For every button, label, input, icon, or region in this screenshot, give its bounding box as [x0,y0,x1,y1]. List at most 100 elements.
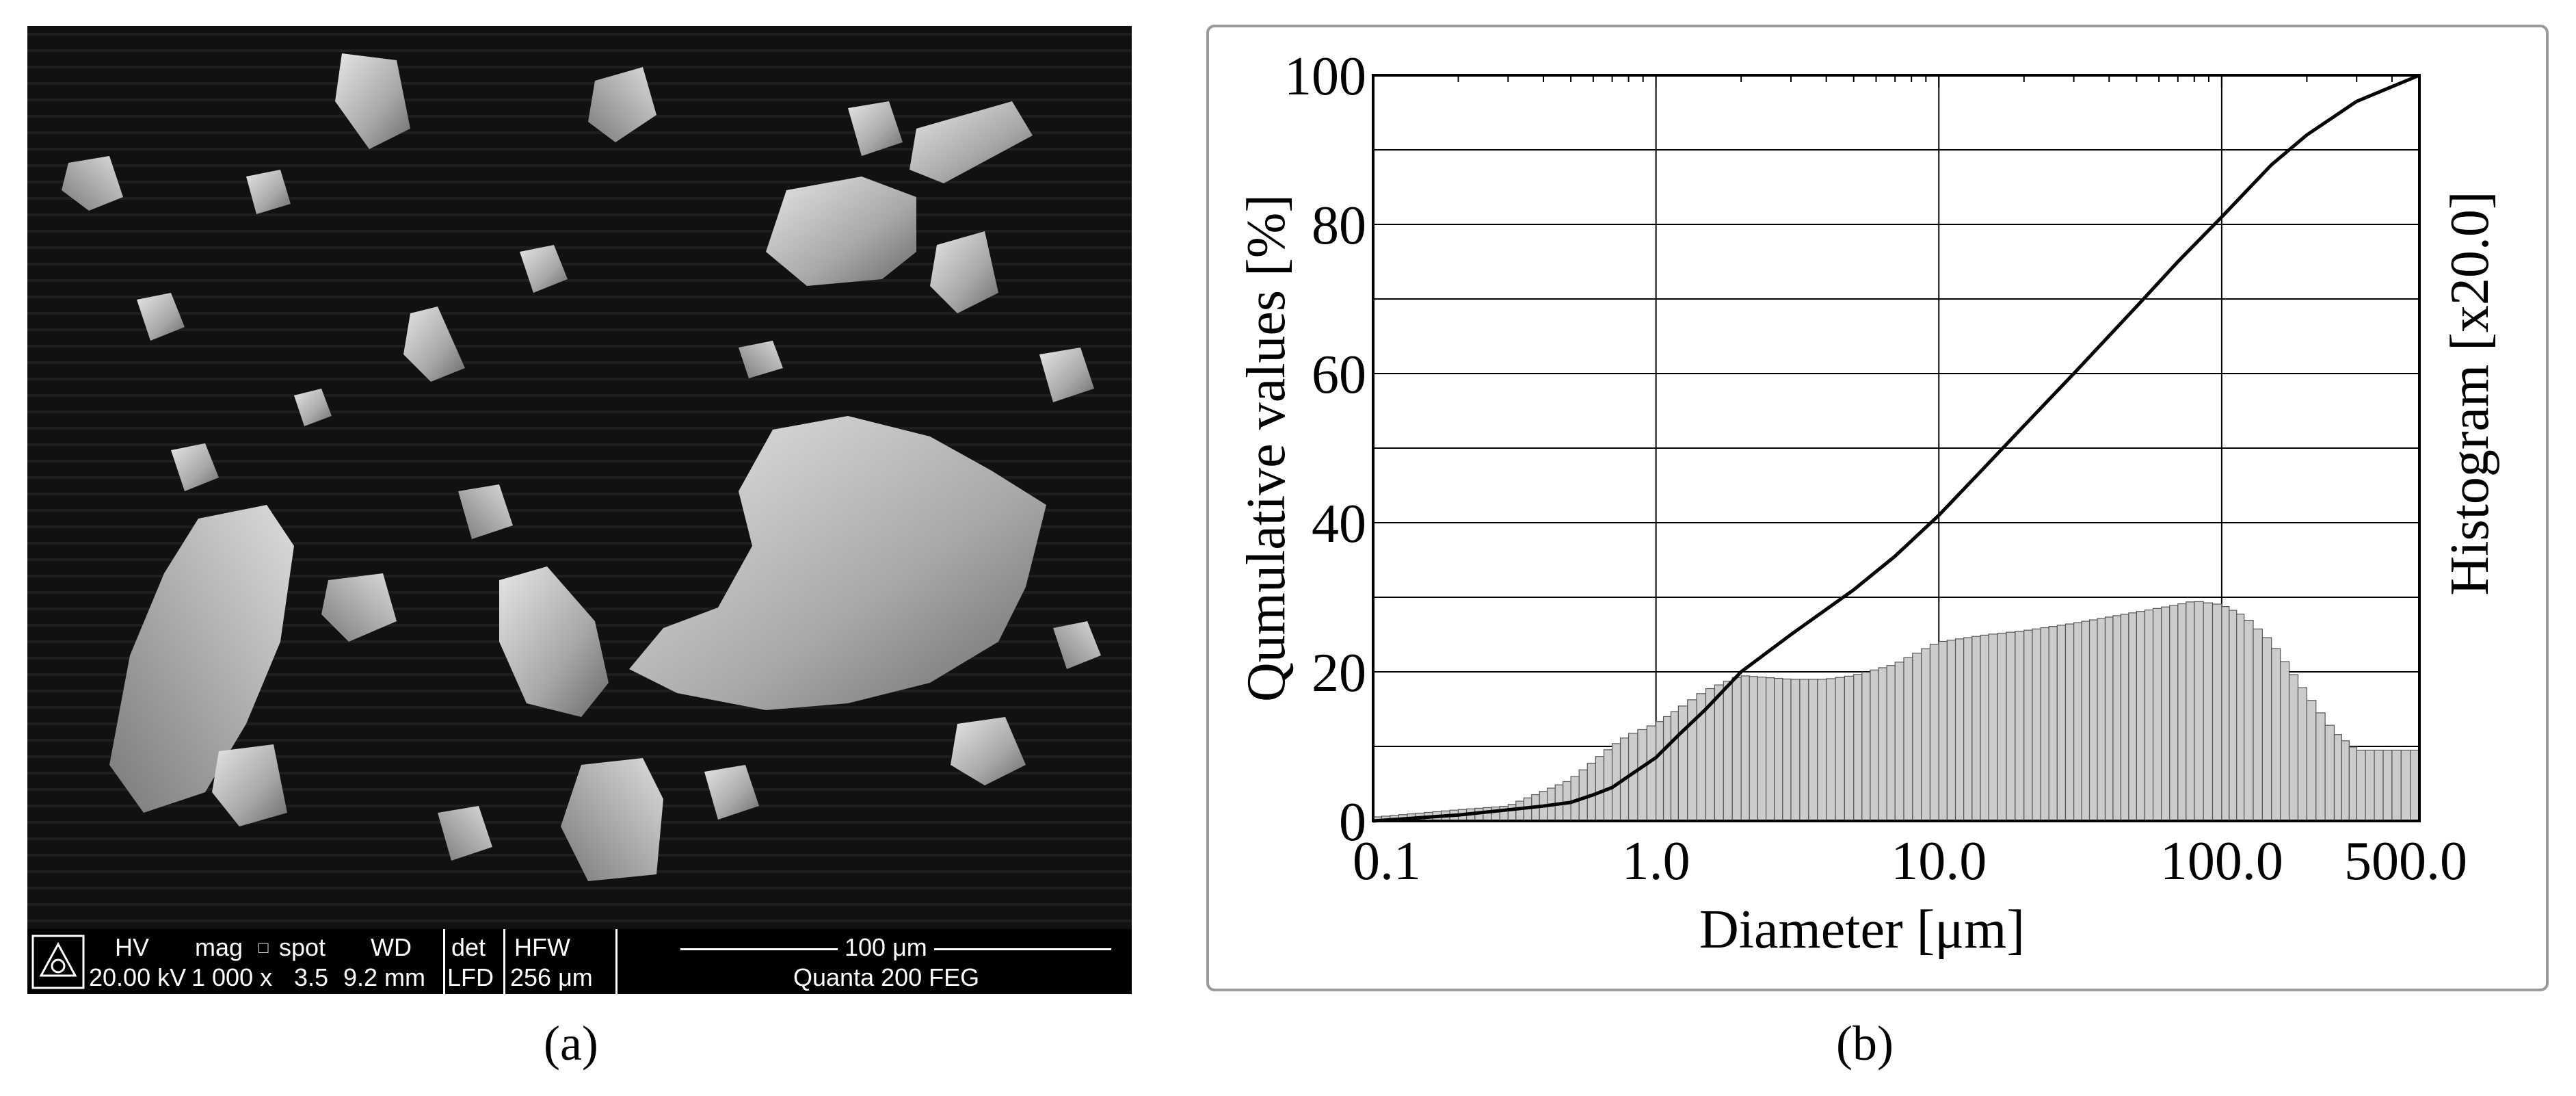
histogram-bar [1757,677,1767,822]
y-tick-label: 40 [1312,494,1366,554]
databar-header-spot: spot [279,933,326,961]
histogram-bar [1853,674,1863,822]
particle [335,53,410,149]
histogram-bar [2064,623,2075,822]
large-particle [629,416,1046,710]
x-tick-label: 0.1 [1353,831,1421,891]
histogram-bar [1886,665,1896,822]
microscope-model: Quanta 200 FEG [793,963,980,991]
scale-bar-label: 100 μm [838,933,934,962]
histogram-bar [2194,601,2204,822]
histogram-bar [2356,749,2366,822]
databar-header-wd: WD [371,933,412,961]
histogram-bar [2324,725,2335,822]
histogram-bar [1637,729,1647,822]
histogram-bar [2177,603,2187,822]
histogram-bar [2186,601,2195,822]
histogram-bar [1921,648,1931,822]
particle [930,231,998,313]
histogram-bar [2120,614,2129,822]
x-tick-label: 100.0 [2160,831,2283,891]
databar-square-icon: □ [258,939,269,957]
particle [951,717,1026,785]
histogram-bar [2400,749,2411,822]
particle [171,443,219,491]
histogram-bar [1662,716,1672,822]
particle [1039,348,1094,402]
histogram-bar [1954,638,1965,822]
histogram-bar [2271,648,2281,822]
histogram-bar [2048,626,2058,822]
histogram-bar [1929,644,1939,822]
histogram-bar [1903,657,1913,822]
databar-value-hv: 20.00 kV [89,963,187,991]
histogram-bar [2306,700,2317,822]
y-axis-label: Qumulative values [%] [1236,194,1297,702]
histogram-bar [2023,629,2033,822]
histogram-bar [2056,625,2067,822]
histogram-bar [1870,669,1879,822]
histogram-bar [2088,619,2098,822]
histogram-bar [1774,677,1783,822]
particle [499,566,609,717]
databar-header-det: det [451,933,486,961]
cumulative-line [1372,73,2420,823]
particle [704,765,759,820]
histogram-bar [1740,675,1750,822]
databar-header-hv: HV [115,933,150,961]
databar-value-spot: 3.5 [294,963,329,991]
histogram-bar [1656,721,1664,822]
histogram-bar [2348,746,2357,822]
histogram-bar [1799,679,1809,822]
particle [561,758,663,881]
x-axis-label: Diameter [μm] [1699,900,2025,960]
histogram-bar [1646,725,1657,822]
histogram-bar [2097,618,2106,822]
histogram-bar [1894,662,1904,822]
particle [458,484,513,539]
y2-axis-label: Histogram [x20.0] [2440,191,2500,595]
histogram-bar [1749,676,1759,822]
histogram-bar [1912,653,1922,822]
histogram-bar [2040,627,2049,822]
particle [520,245,568,293]
histogram-bar [1603,749,1613,822]
histogram-bar [2112,615,2122,822]
x-tick-label: 1.0 [1622,831,1690,891]
histogram-bar [1507,804,1517,822]
histogram-bar [2391,749,2402,822]
histogram-bar [2315,712,2326,822]
particle [137,293,185,341]
histogram-bar [2212,603,2222,822]
particle [588,67,656,142]
histogram-bar [2221,606,2230,822]
databar-divider [443,929,445,994]
sem-micrograph: HV mag □ spot WD det HFW 20.00 kV 1 000 … [27,26,1132,994]
histogram-bar [1782,678,1792,822]
histogram-bar [2203,602,2214,822]
histogram-bar [2244,620,2254,822]
databar-divider [503,929,505,994]
histogram-bar [1731,677,1742,822]
x-tick-label: 500.0 [2344,831,2467,891]
particle [62,156,123,211]
particle [246,170,291,214]
histogram-bar [2081,621,2090,822]
psd-chart: 0 20 40 60 80 100 0.1 1.0 10.0 100.0 500.0 Diamete… [1236,47,2500,960]
histogram-bar [2104,616,2114,822]
particle [403,306,465,382]
histogram-bar [1586,762,1596,822]
histogram-bar [1491,806,1500,822]
histogram-bar [1515,800,1524,822]
y-tick-label: 80 [1312,196,1366,256]
institution-logo-icon [31,935,85,989]
histogram-bar [1483,807,1492,822]
databar-value-hfw: 256 μm [510,963,593,991]
histogram-bar [2253,628,2263,822]
caption-a: (a) [544,1016,598,1071]
histogram-bar [2169,605,2179,822]
histogram-bar [1765,677,1775,822]
histogram-bar [1808,679,1818,822]
histogram-bar [2032,628,2041,822]
databar-divider [615,929,618,994]
